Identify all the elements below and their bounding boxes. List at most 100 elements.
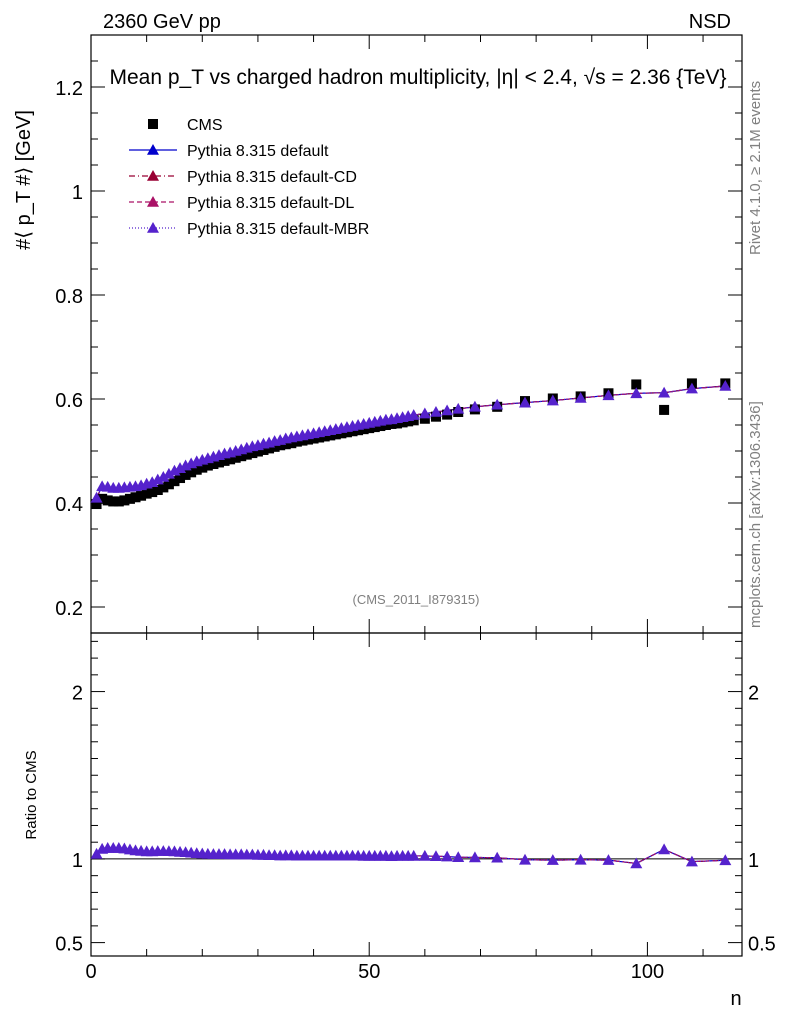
ratio-point bbox=[468, 851, 481, 863]
xtick-label: 0 bbox=[85, 961, 96, 983]
pythia-point bbox=[407, 409, 420, 420]
cms-point bbox=[158, 482, 169, 493]
cms-point bbox=[419, 413, 430, 424]
main-series-line-1 bbox=[96, 385, 726, 499]
cms-point bbox=[247, 448, 258, 459]
main-ytick-label: 0.8 bbox=[55, 286, 83, 308]
ratio-point bbox=[418, 849, 431, 861]
cms-point bbox=[97, 493, 108, 504]
cms-point bbox=[113, 496, 124, 507]
cms-point bbox=[659, 404, 670, 415]
ratio-series-group bbox=[90, 842, 732, 869]
ratio-ytick-label: 1 bbox=[72, 850, 83, 872]
cms-point bbox=[213, 457, 224, 468]
ratio-ytick-label-right: 1 bbox=[748, 850, 759, 872]
rivet-label: Rivet 4.1.0, ≥ 2.1M events bbox=[747, 81, 764, 255]
cms-point bbox=[236, 451, 247, 462]
cms-point bbox=[169, 476, 180, 487]
cms-point bbox=[141, 488, 152, 499]
pythia-point bbox=[429, 406, 442, 417]
cms-point bbox=[130, 492, 141, 503]
ratio-point bbox=[719, 854, 732, 866]
cms-point bbox=[136, 490, 147, 501]
legend-label: Pythia 8.315 default-CD bbox=[187, 169, 357, 186]
ratio-ytick-label-right: 0.5 bbox=[748, 934, 776, 956]
pythia-point bbox=[452, 402, 465, 414]
legend-label: Pythia 8.315 default bbox=[187, 143, 329, 160]
main-series-line-4 bbox=[96, 385, 726, 499]
pythia-point bbox=[441, 404, 454, 416]
legend: CMS Pythia 8.315 default Pythia 8.315 defa… bbox=[129, 117, 369, 238]
cms-point bbox=[230, 452, 241, 463]
legend-marker bbox=[147, 196, 159, 207]
pythia-point bbox=[658, 386, 671, 398]
cms-point bbox=[631, 379, 642, 390]
ratio-point bbox=[491, 851, 504, 863]
ratio-axis-ticks: 0 50 100 0.5 0.5 1 1 2 2 bbox=[55, 633, 776, 983]
ratio-point bbox=[546, 854, 559, 865]
cms-point bbox=[241, 449, 252, 460]
chart-title: Mean p_T vs charged hadron multiplicity,… bbox=[109, 66, 726, 89]
cms-point bbox=[91, 499, 102, 510]
pythia-point bbox=[418, 407, 431, 419]
legend-label: CMS bbox=[187, 117, 223, 134]
header-right: NSD bbox=[689, 11, 731, 33]
legend-marker bbox=[147, 170, 159, 181]
legend-marker bbox=[147, 144, 159, 155]
cms-point bbox=[219, 455, 230, 466]
cms-point bbox=[197, 462, 208, 473]
legend-label: Pythia 8.315 default-MBR bbox=[187, 221, 369, 238]
cms-point bbox=[152, 485, 163, 495]
main-ytick-label: 1 bbox=[72, 182, 83, 204]
main-ytick-label: 0.4 bbox=[55, 494, 83, 516]
cms-point bbox=[208, 459, 219, 469]
cms-point bbox=[225, 454, 236, 465]
ratio-point bbox=[441, 850, 454, 862]
ratio-point bbox=[574, 853, 587, 865]
ratio-ytick-label-right: 2 bbox=[748, 683, 759, 705]
cms-point bbox=[252, 446, 263, 457]
ratio-point bbox=[452, 851, 465, 863]
ratio-ytick-label: 2 bbox=[72, 683, 83, 705]
main-ytick-label: 1.2 bbox=[55, 78, 83, 100]
ratio-ylabel: Ratio to CMS bbox=[23, 750, 40, 839]
cms-point bbox=[163, 479, 174, 490]
ratio-ytick-label: 0.5 bbox=[55, 934, 83, 956]
cms-point bbox=[124, 493, 135, 504]
xlabel: n bbox=[730, 988, 741, 1010]
ratio-point bbox=[685, 855, 698, 867]
pythia-point bbox=[90, 491, 103, 503]
cms-point bbox=[180, 469, 191, 480]
ratio-point bbox=[407, 849, 420, 861]
pythia-point bbox=[602, 389, 615, 401]
cms-point bbox=[108, 496, 119, 507]
pythia-point bbox=[574, 391, 587, 403]
main-ytick-label: 0.6 bbox=[55, 390, 83, 412]
ratio-point bbox=[630, 857, 643, 869]
legend-label: Pythia 8.315 default-DL bbox=[187, 195, 354, 212]
cms-point bbox=[175, 473, 186, 484]
header-left: 2360 GeV pp bbox=[103, 11, 221, 33]
cms-point bbox=[119, 495, 130, 506]
pythia-point bbox=[157, 471, 170, 482]
cms-point bbox=[202, 460, 213, 471]
main-ytick-label: 0.2 bbox=[55, 598, 83, 620]
cms-point bbox=[147, 487, 158, 498]
pythia-point bbox=[468, 400, 481, 412]
analysis-watermark: (CMS_2011_I879315) bbox=[353, 592, 480, 607]
legend-marker bbox=[147, 222, 159, 233]
pythia-point bbox=[546, 394, 559, 406]
xtick-label: 50 bbox=[358, 961, 380, 983]
legend-marker-cms bbox=[148, 119, 158, 129]
ratio-point bbox=[429, 850, 442, 862]
cms-point bbox=[191, 464, 202, 475]
pythia-point bbox=[630, 387, 643, 399]
cms-point bbox=[186, 467, 197, 478]
mcplots-label: mcplots.cern.ch [arXiv:1306.3436] bbox=[747, 401, 764, 628]
pythia-point bbox=[719, 380, 732, 391]
main-axis-ticks: 0.2 0.4 0.6 0.8 1 1.2 bbox=[55, 34, 742, 634]
main-series-line-2 bbox=[96, 385, 726, 499]
pythia-point bbox=[162, 467, 175, 479]
pythia-point bbox=[685, 382, 698, 394]
